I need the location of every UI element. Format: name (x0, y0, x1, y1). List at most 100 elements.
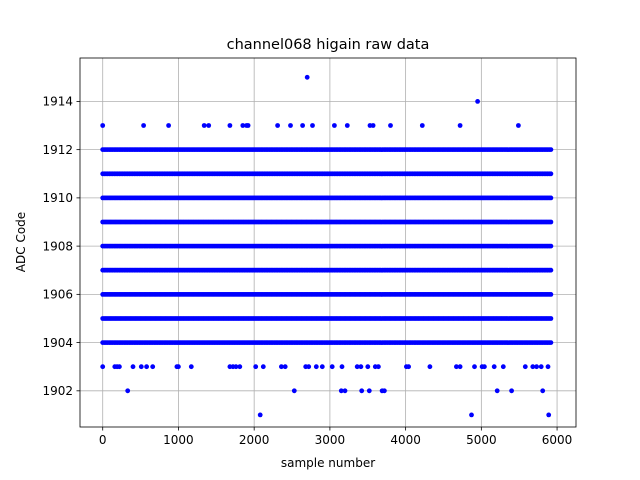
data-point (117, 364, 122, 370)
data-point (282, 364, 288, 370)
data-point (245, 123, 251, 128)
data-point (291, 388, 297, 394)
data-point (130, 364, 136, 370)
data-point (365, 364, 371, 370)
data-point (176, 364, 181, 370)
data-point (548, 171, 554, 177)
data-point (227, 123, 233, 128)
y-tick-label: 1914 (42, 95, 73, 109)
data-point (329, 364, 335, 370)
x-tick-label: 5000 (466, 433, 497, 447)
data-point (516, 123, 521, 128)
x-tick-label: 1000 (163, 433, 194, 447)
data-point (457, 364, 463, 370)
data-point (548, 219, 554, 225)
x-tick-label: 6000 (542, 433, 573, 447)
data-point (306, 364, 312, 370)
data-point (472, 364, 477, 370)
data-point (144, 364, 150, 370)
data-point (166, 123, 172, 128)
data-point (332, 123, 337, 128)
data-point (342, 388, 348, 394)
data-point (313, 364, 319, 370)
data-point (359, 388, 365, 394)
y-axis-label: ADC Code (14, 212, 28, 272)
data-point (545, 364, 551, 370)
x-tick-label: 3000 (315, 433, 346, 447)
data-point (288, 123, 293, 128)
data-point (138, 364, 144, 370)
data-point (100, 364, 106, 370)
data-points (100, 74, 554, 418)
data-point (500, 364, 506, 370)
data-point (257, 412, 263, 418)
y-tick-label: 1908 (42, 239, 73, 253)
data-point (344, 123, 350, 128)
data-point (201, 123, 207, 128)
data-point (233, 364, 239, 370)
data-point (358, 364, 364, 370)
data-point (546, 412, 552, 418)
data-point (260, 364, 266, 370)
data-point (382, 388, 387, 394)
x-tick-label: 4000 (390, 433, 421, 447)
data-point (275, 123, 280, 128)
data-point (454, 364, 459, 370)
y-tick-label: 1912 (42, 143, 73, 157)
data-point (388, 123, 393, 128)
data-point (491, 364, 497, 370)
chart-title: channel068 higain raw data (227, 37, 430, 53)
data-point (548, 195, 554, 201)
data-point (419, 123, 425, 128)
data-point (457, 123, 463, 128)
data-point (150, 364, 156, 370)
data-point (538, 364, 544, 370)
data-point (494, 388, 500, 394)
data-point (540, 388, 546, 394)
data-point (548, 267, 554, 273)
data-point (300, 123, 305, 128)
y-axis-ticks: 1902 1904 1906 1908 1910 1912 1914 (42, 95, 80, 398)
x-axis-ticks: 0 1000 2000 3000 4000 5000 6000 (99, 427, 572, 447)
data-point (370, 123, 376, 128)
data-point (141, 123, 147, 128)
data-point (100, 123, 106, 128)
data-point (125, 388, 131, 394)
data-point (548, 340, 554, 345)
data-point (206, 123, 212, 128)
data-point (548, 316, 554, 321)
data-point (237, 364, 243, 370)
data-point (253, 364, 259, 370)
y-tick-label: 1904 (42, 336, 73, 350)
data-point (304, 74, 310, 80)
data-point (406, 364, 411, 370)
data-point (310, 123, 315, 128)
data-point (548, 243, 554, 249)
data-point (240, 123, 246, 128)
data-point (469, 412, 474, 418)
data-point (279, 364, 284, 370)
x-axis-label: sample number (281, 456, 375, 470)
y-tick-label: 1906 (42, 288, 73, 302)
data-point (366, 388, 372, 394)
data-point (339, 364, 345, 370)
data-point (376, 364, 381, 370)
plot-frame (79, 57, 577, 428)
data-point (354, 364, 360, 370)
data-point (338, 388, 344, 394)
y-tick-label: 1902 (42, 384, 73, 398)
x-tick-label: 2000 (239, 433, 270, 447)
data-point (548, 147, 554, 153)
y-tick-label: 1910 (42, 191, 73, 205)
x-tick-label: 0 (99, 433, 107, 447)
data-point (522, 364, 528, 370)
data-point (530, 364, 536, 370)
data-point (509, 388, 514, 394)
data-point (482, 364, 487, 370)
data-point (534, 364, 539, 370)
data-point (475, 99, 480, 104)
data-point (427, 364, 433, 370)
data-point (548, 292, 554, 297)
